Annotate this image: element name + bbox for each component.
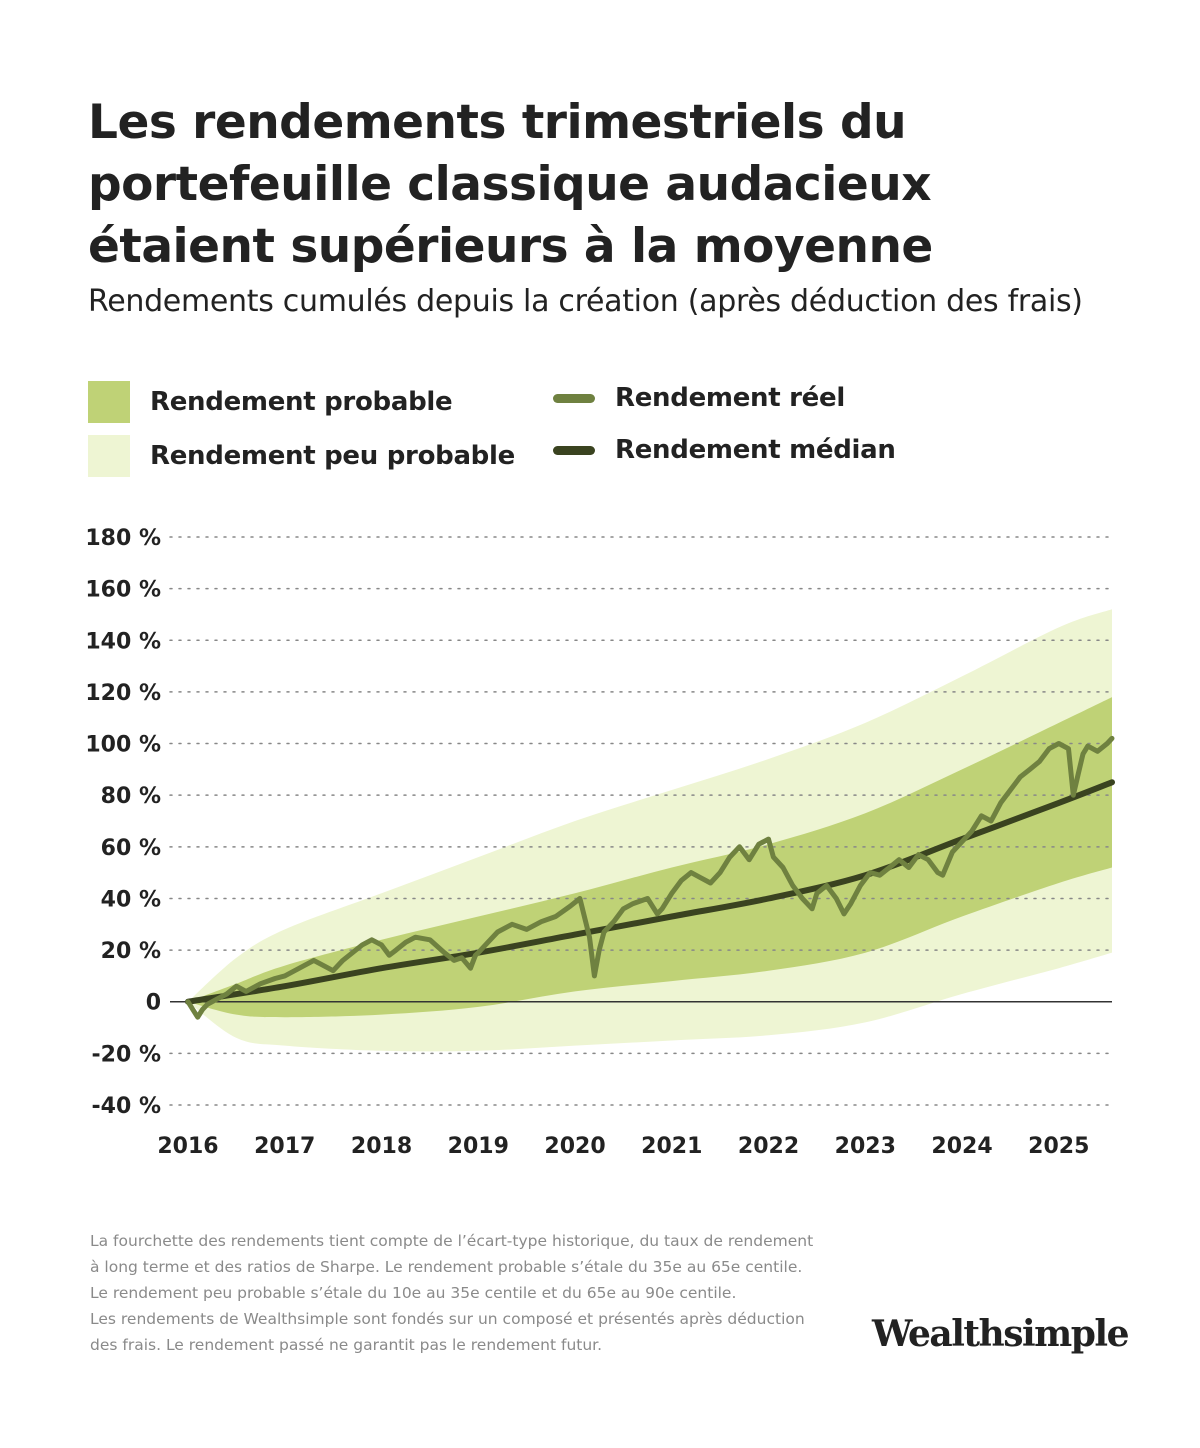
legend-likely-swatch <box>88 381 130 423</box>
x-tick-label: 2017 <box>254 1134 315 1159</box>
y-tick-label: 180 % <box>85 526 161 551</box>
y-tick-label: 140 % <box>85 629 161 654</box>
legend-likely: Rendement probable <box>88 381 453 423</box>
wealthsimple-logo: Wealthsimple <box>872 1313 1130 1355</box>
x-tick-label: 2021 <box>641 1134 702 1159</box>
median-return-line <box>185 779 1115 1005</box>
chart-title: Les rendements trimestriels du portefeui… <box>88 95 933 274</box>
x-tick-label: 2022 <box>738 1134 799 1159</box>
y-tick-label: 60 % <box>101 836 161 861</box>
footnote: La fourchette des rendements tient compt… <box>90 1228 814 1358</box>
footnote-line: La fourchette des rendements tient compt… <box>90 1232 814 1250</box>
legend-actual-label: Rendement réel <box>615 383 845 413</box>
legend-median-line <box>553 445 595 455</box>
actual-return-line <box>185 735 1115 1020</box>
y-tick-label: 20 % <box>101 939 161 964</box>
y-tick-label: 80 % <box>101 784 161 809</box>
footnote-line: des frais. Le rendement passé ne garanti… <box>90 1336 603 1354</box>
x-tick-label: 2019 <box>448 1134 509 1159</box>
legend-unlikely-label: Rendement peu probable <box>150 441 515 471</box>
x-tick-label: 2016 <box>157 1134 218 1159</box>
y-tick-label: -40 % <box>92 1094 161 1119</box>
y-tick-label: 40 % <box>101 887 161 912</box>
y-tick-label: 0 <box>146 991 161 1016</box>
y-tick-label: 120 % <box>85 681 161 706</box>
x-tick-label: 2018 <box>351 1134 412 1159</box>
y-tick-label: -20 % <box>92 1042 161 1067</box>
footnote-line: Les rendements de Wealthsimple sont fond… <box>90 1310 805 1328</box>
chart-area: 180 % 160 % 140 % 120 % 100 % 80 % 60 % 40 % 20 … <box>85 526 1115 1159</box>
y-tick-label: 100 % <box>85 733 161 758</box>
chart-subtitle: Rendements cumulés depuis la création (a… <box>88 284 1083 319</box>
legend-likely-label: Rendement probable <box>150 387 453 417</box>
legend-unlikely-swatch <box>88 435 130 477</box>
legend-actual-line <box>553 393 595 403</box>
legend-unlikely: Rendement peu probable <box>88 435 515 477</box>
y-tick-label: 160 % <box>85 578 161 603</box>
x-tick-label: 2020 <box>544 1134 605 1159</box>
legend-median: Rendement médian <box>553 435 896 465</box>
legend-median-label: Rendement médian <box>615 435 896 465</box>
footnote-line: à long terme et des ratios de Sharpe. Le… <box>90 1258 803 1276</box>
x-tick-label: 2023 <box>835 1134 896 1159</box>
footnote-line: Le rendement peu probable s’étale du 10e… <box>90 1284 737 1302</box>
x-tick-label: 2024 <box>931 1134 992 1159</box>
x-tick-label: 2025 <box>1028 1134 1089 1159</box>
legend-actual: Rendement réel <box>553 383 845 413</box>
